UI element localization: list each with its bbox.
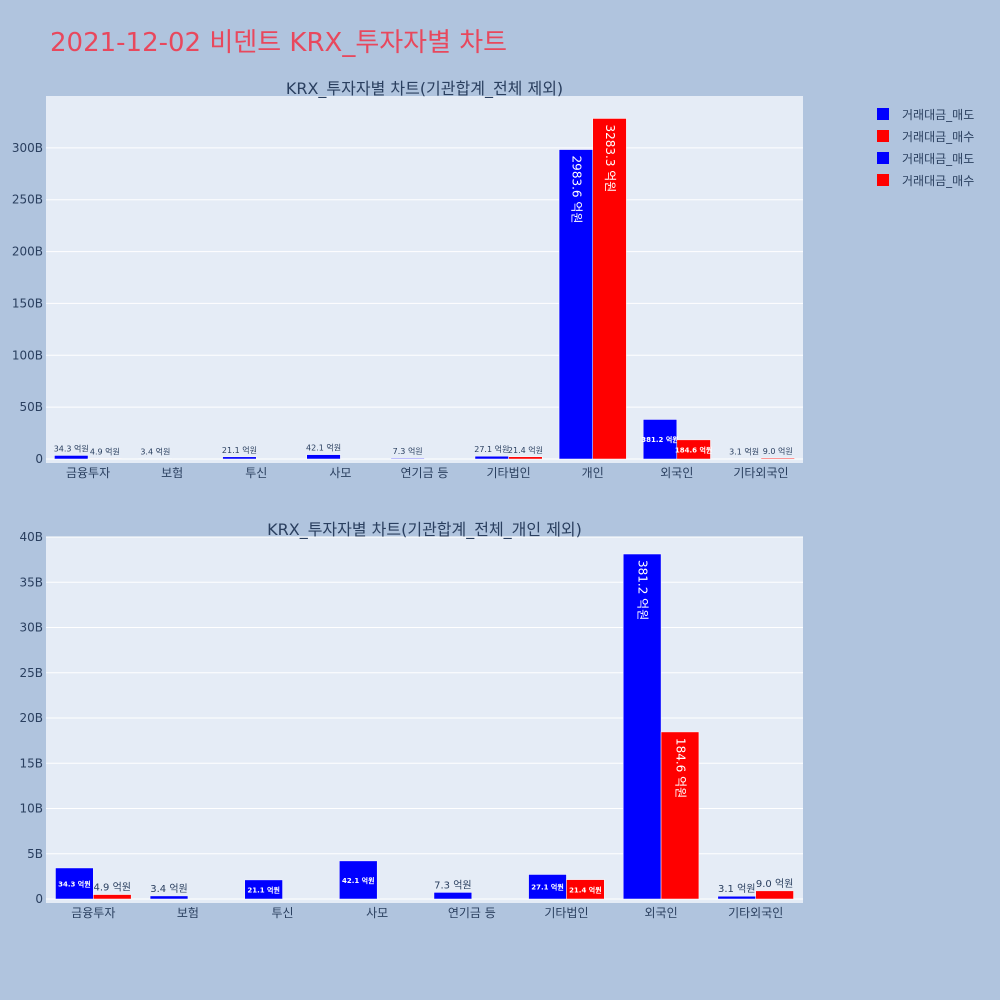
bar <box>660 731 700 900</box>
data-label: 184.6 억원 <box>673 738 687 798</box>
data-label: 7.3 억원 <box>393 446 423 456</box>
data-label: 4.9 억원 <box>90 446 120 456</box>
data-label: 381.2 억원 <box>636 560 650 620</box>
bar <box>474 455 509 460</box>
data-label: 21.1 억원 <box>222 445 257 455</box>
data-label: 4.9 억원 <box>93 882 130 894</box>
x-tick-label: 기타법인 <box>487 466 531 480</box>
data-label: 7.3 억원 <box>434 879 471 891</box>
bar <box>676 439 711 460</box>
bar <box>149 895 189 900</box>
x-tick-label: 기타법인 <box>544 906 588 920</box>
bar <box>760 457 795 460</box>
legend-swatch[interactable] <box>877 130 889 142</box>
bar <box>642 419 678 460</box>
bar <box>528 874 567 900</box>
data-label: 21.4 억원 <box>569 885 602 894</box>
y-tick-label: 150B <box>12 296 43 310</box>
x-tick-label: 연기금 등 <box>401 466 449 480</box>
bar <box>55 867 94 900</box>
y-tick-label: 20B <box>19 711 43 725</box>
data-label: 27.1 억원 <box>531 883 564 892</box>
data-label: 21.4 억원 <box>508 445 543 455</box>
data-label: 3.4 억원 <box>150 883 187 895</box>
x-tick-label: 개인 <box>582 466 604 480</box>
legend-swatch[interactable] <box>877 174 889 186</box>
legend-label[interactable]: 거래대금_매수 <box>902 130 974 144</box>
data-label: 42.1 억원 <box>342 876 375 885</box>
y-tick-label: 200B <box>12 245 43 259</box>
x-tick-label: 투신 <box>245 466 267 480</box>
x-tick-label: 기타외국인 <box>733 466 788 480</box>
x-tick-label: 보험 <box>161 466 183 480</box>
legend-swatch[interactable] <box>877 152 889 164</box>
bar <box>87 458 122 460</box>
data-label: 3283.3 억원 <box>603 124 617 192</box>
bar <box>306 454 341 460</box>
data-label: 9.0 억원 <box>756 878 793 890</box>
bar <box>433 892 473 900</box>
y-tick-label: 0 <box>35 892 43 906</box>
y-tick-label: 15B <box>19 756 43 770</box>
bar <box>244 879 283 900</box>
y-tick-label: 100B <box>12 348 43 362</box>
x-tick-label: 금융투자 <box>66 466 110 480</box>
data-label: 34.3 억원 <box>54 443 89 453</box>
plot-area <box>46 96 803 463</box>
data-label: 3.1 억원 <box>729 447 759 457</box>
y-tick-label: 25B <box>19 666 43 680</box>
data-label: 3.4 억원 <box>140 447 170 457</box>
data-label: 381.2 억원 <box>641 435 678 444</box>
x-tick-label: 기타외국인 <box>728 906 783 920</box>
y-tick-label: 50B <box>19 400 43 414</box>
x-tick-label: 연기금 등 <box>448 906 496 920</box>
bar <box>339 860 378 900</box>
data-label: 3.1 억원 <box>718 883 755 895</box>
x-tick-label: 사모 <box>329 466 351 480</box>
page-title: 2021-12-02 비덴트 KRX_투자자별 차트 <box>50 28 508 58</box>
y-tick-label: 40B <box>19 530 43 544</box>
legend-swatch[interactable] <box>877 108 889 120</box>
y-tick-label: 0 <box>35 452 43 466</box>
bar <box>717 895 756 900</box>
legend-label[interactable]: 거래대금_매도 <box>902 108 974 122</box>
x-tick-label: 보험 <box>177 906 199 920</box>
bar <box>54 455 89 460</box>
bar <box>508 456 543 460</box>
data-label: 2983.6 억원 <box>569 156 583 224</box>
bar <box>390 457 425 460</box>
y-tick-label: 5B <box>27 847 43 861</box>
bar <box>93 894 132 900</box>
data-label: 184.6 억원 <box>675 445 712 454</box>
x-tick-label: 금융투자 <box>71 906 115 920</box>
data-label: 27.1 억원 <box>474 444 509 454</box>
bar <box>558 149 593 460</box>
data-label: 34.3 억원 <box>58 879 91 888</box>
y-tick-label: 250B <box>12 193 43 207</box>
bar <box>592 118 627 460</box>
chart-title: KRX_투자자별 차트(기관합계_전체_개인 제외) <box>267 520 582 540</box>
legend-label[interactable]: 거래대금_매수 <box>902 174 974 188</box>
x-tick-label: 외국인 <box>660 466 693 480</box>
data-label: 9.0 억원 <box>763 446 793 456</box>
bar <box>755 890 794 900</box>
bar <box>566 879 605 900</box>
data-label: 21.1 억원 <box>247 885 280 894</box>
y-tick-label: 35B <box>19 575 43 589</box>
x-tick-label: 사모 <box>366 906 388 920</box>
legend-label[interactable]: 거래대금_매도 <box>902 152 974 166</box>
x-tick-label: 투신 <box>272 906 294 920</box>
y-tick-label: 10B <box>19 802 43 816</box>
y-tick-label: 30B <box>19 621 43 635</box>
x-tick-label: 외국인 <box>645 906 678 920</box>
chart-title: KRX_투자자별 차트(기관합계_전체 제외) <box>286 79 563 99</box>
data-label: 42.1 억원 <box>306 443 341 453</box>
y-tick-label: 300B <box>12 141 43 155</box>
bar <box>622 553 662 900</box>
bar <box>222 456 257 460</box>
